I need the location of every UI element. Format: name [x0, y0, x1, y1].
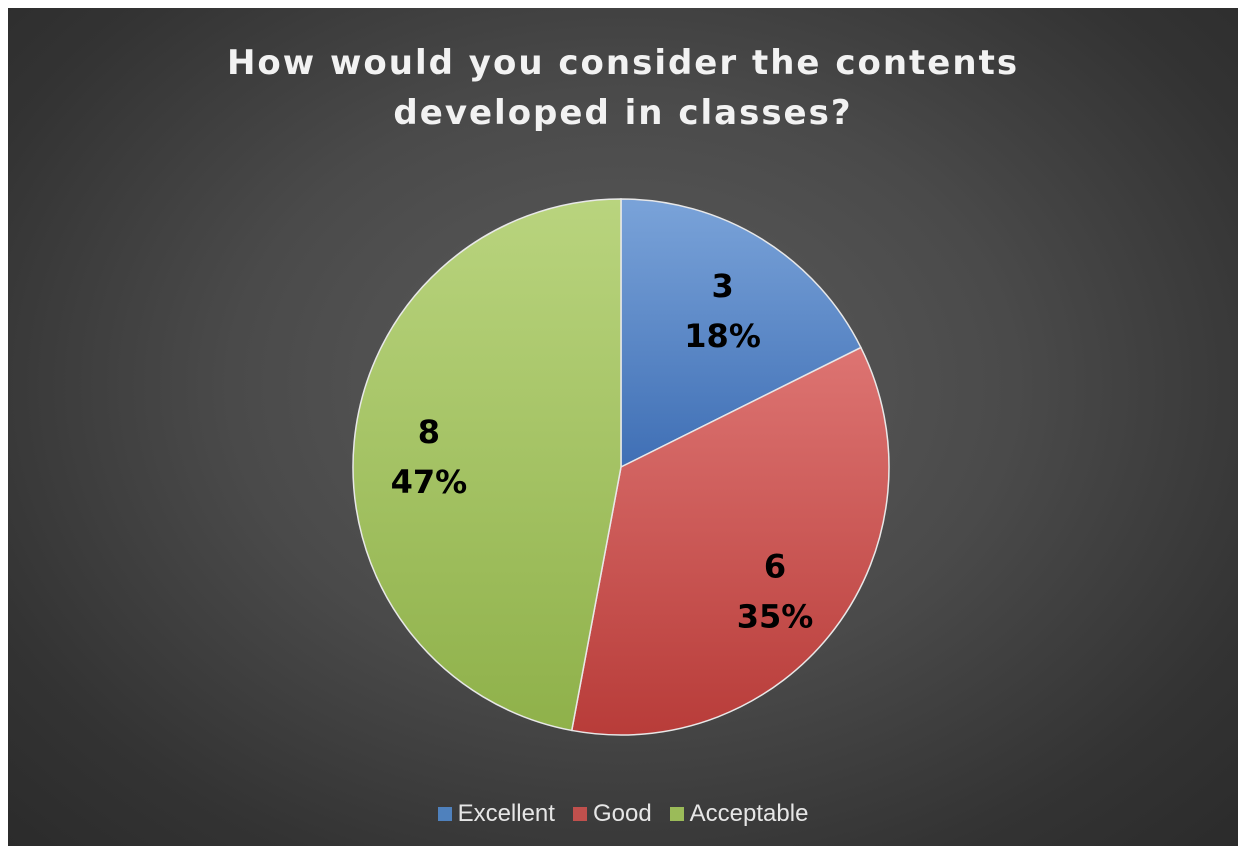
pie-labels: 3 18% 6 35% 8 47% [391, 267, 814, 635]
pie-slice-acceptable [352, 198, 622, 732]
legend-swatch-excellent [437, 807, 452, 821]
data-label-percent-acceptable: 47% [391, 463, 468, 501]
legend-swatch-good [572, 807, 587, 821]
pie-slice-excellent [620, 198, 862, 469]
pie-chart: 3 18% 6 35% 8 47% [352, 198, 890, 736]
data-label-percent-excellent: 18% [684, 317, 761, 355]
data-label-value-excellent: 3 [711, 267, 733, 305]
legend-label-excellent: Excellent [457, 800, 555, 827]
legend-item-excellent: Excellent [437, 800, 555, 828]
legend: Excellent Good Acceptable [8, 800, 1238, 828]
data-label-value-good: 6 [764, 547, 786, 585]
legend-label-acceptable: Acceptable [689, 800, 809, 827]
chart-frame: How would you consider the contents deve… [8, 8, 1238, 846]
pie-slice-good [570, 346, 890, 736]
legend-item-acceptable: Acceptable [669, 800, 809, 828]
pie-slices [352, 198, 890, 736]
legend-swatch-acceptable [669, 807, 684, 821]
data-label-percent-good: 35% [737, 597, 814, 635]
legend-item-good: Good [572, 800, 652, 828]
data-label-value-acceptable: 8 [418, 413, 440, 451]
legend-label-good: Good [592, 800, 652, 827]
chart-title: How would you consider the contents deve… [226, 43, 1020, 133]
